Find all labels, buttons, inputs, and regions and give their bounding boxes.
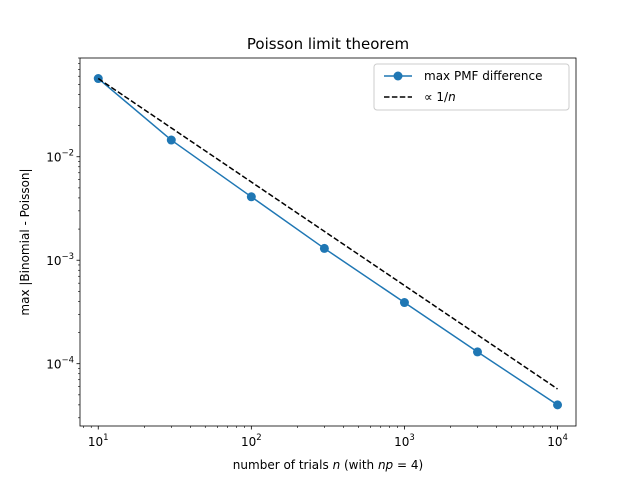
x-tick-label: 103	[394, 433, 415, 449]
x-axis-label: number of trials n (with np = 4)	[233, 458, 423, 472]
y-tick-label: 10−3	[46, 252, 74, 268]
legend-label-pmf: max PMF difference	[424, 69, 543, 83]
data-point	[166, 135, 176, 145]
series-line-1	[97, 77, 558, 390]
legend-label-reference: ∝ 1/n	[424, 90, 456, 104]
data-point	[399, 298, 409, 308]
y-tick-label: 10−2	[46, 149, 74, 165]
data-point	[553, 400, 563, 410]
data-point	[319, 243, 329, 253]
y-axis-ticks: 10−4 10−3 10−2	[46, 57, 80, 419]
x-tick-label: 102	[241, 433, 262, 449]
legend: max PMF difference ∝ 1/n	[373, 63, 570, 111]
x-tick-label: 101	[88, 433, 109, 449]
data-point	[246, 192, 256, 202]
x-tick-label: 104	[547, 433, 568, 449]
legend-frame	[373, 63, 570, 111]
plot-area	[93, 74, 563, 410]
axes-frame	[79, 57, 577, 427]
legend-marker-pmf	[393, 71, 403, 81]
data-point	[472, 347, 482, 357]
x-axis-ticks: 101 102 103 104	[83, 426, 568, 449]
chart-title: Poisson limit theorem	[247, 35, 409, 53]
y-tick-label: 10−4	[46, 356, 74, 372]
y-axis-label: max |Binomial - Poisson|	[18, 168, 32, 315]
